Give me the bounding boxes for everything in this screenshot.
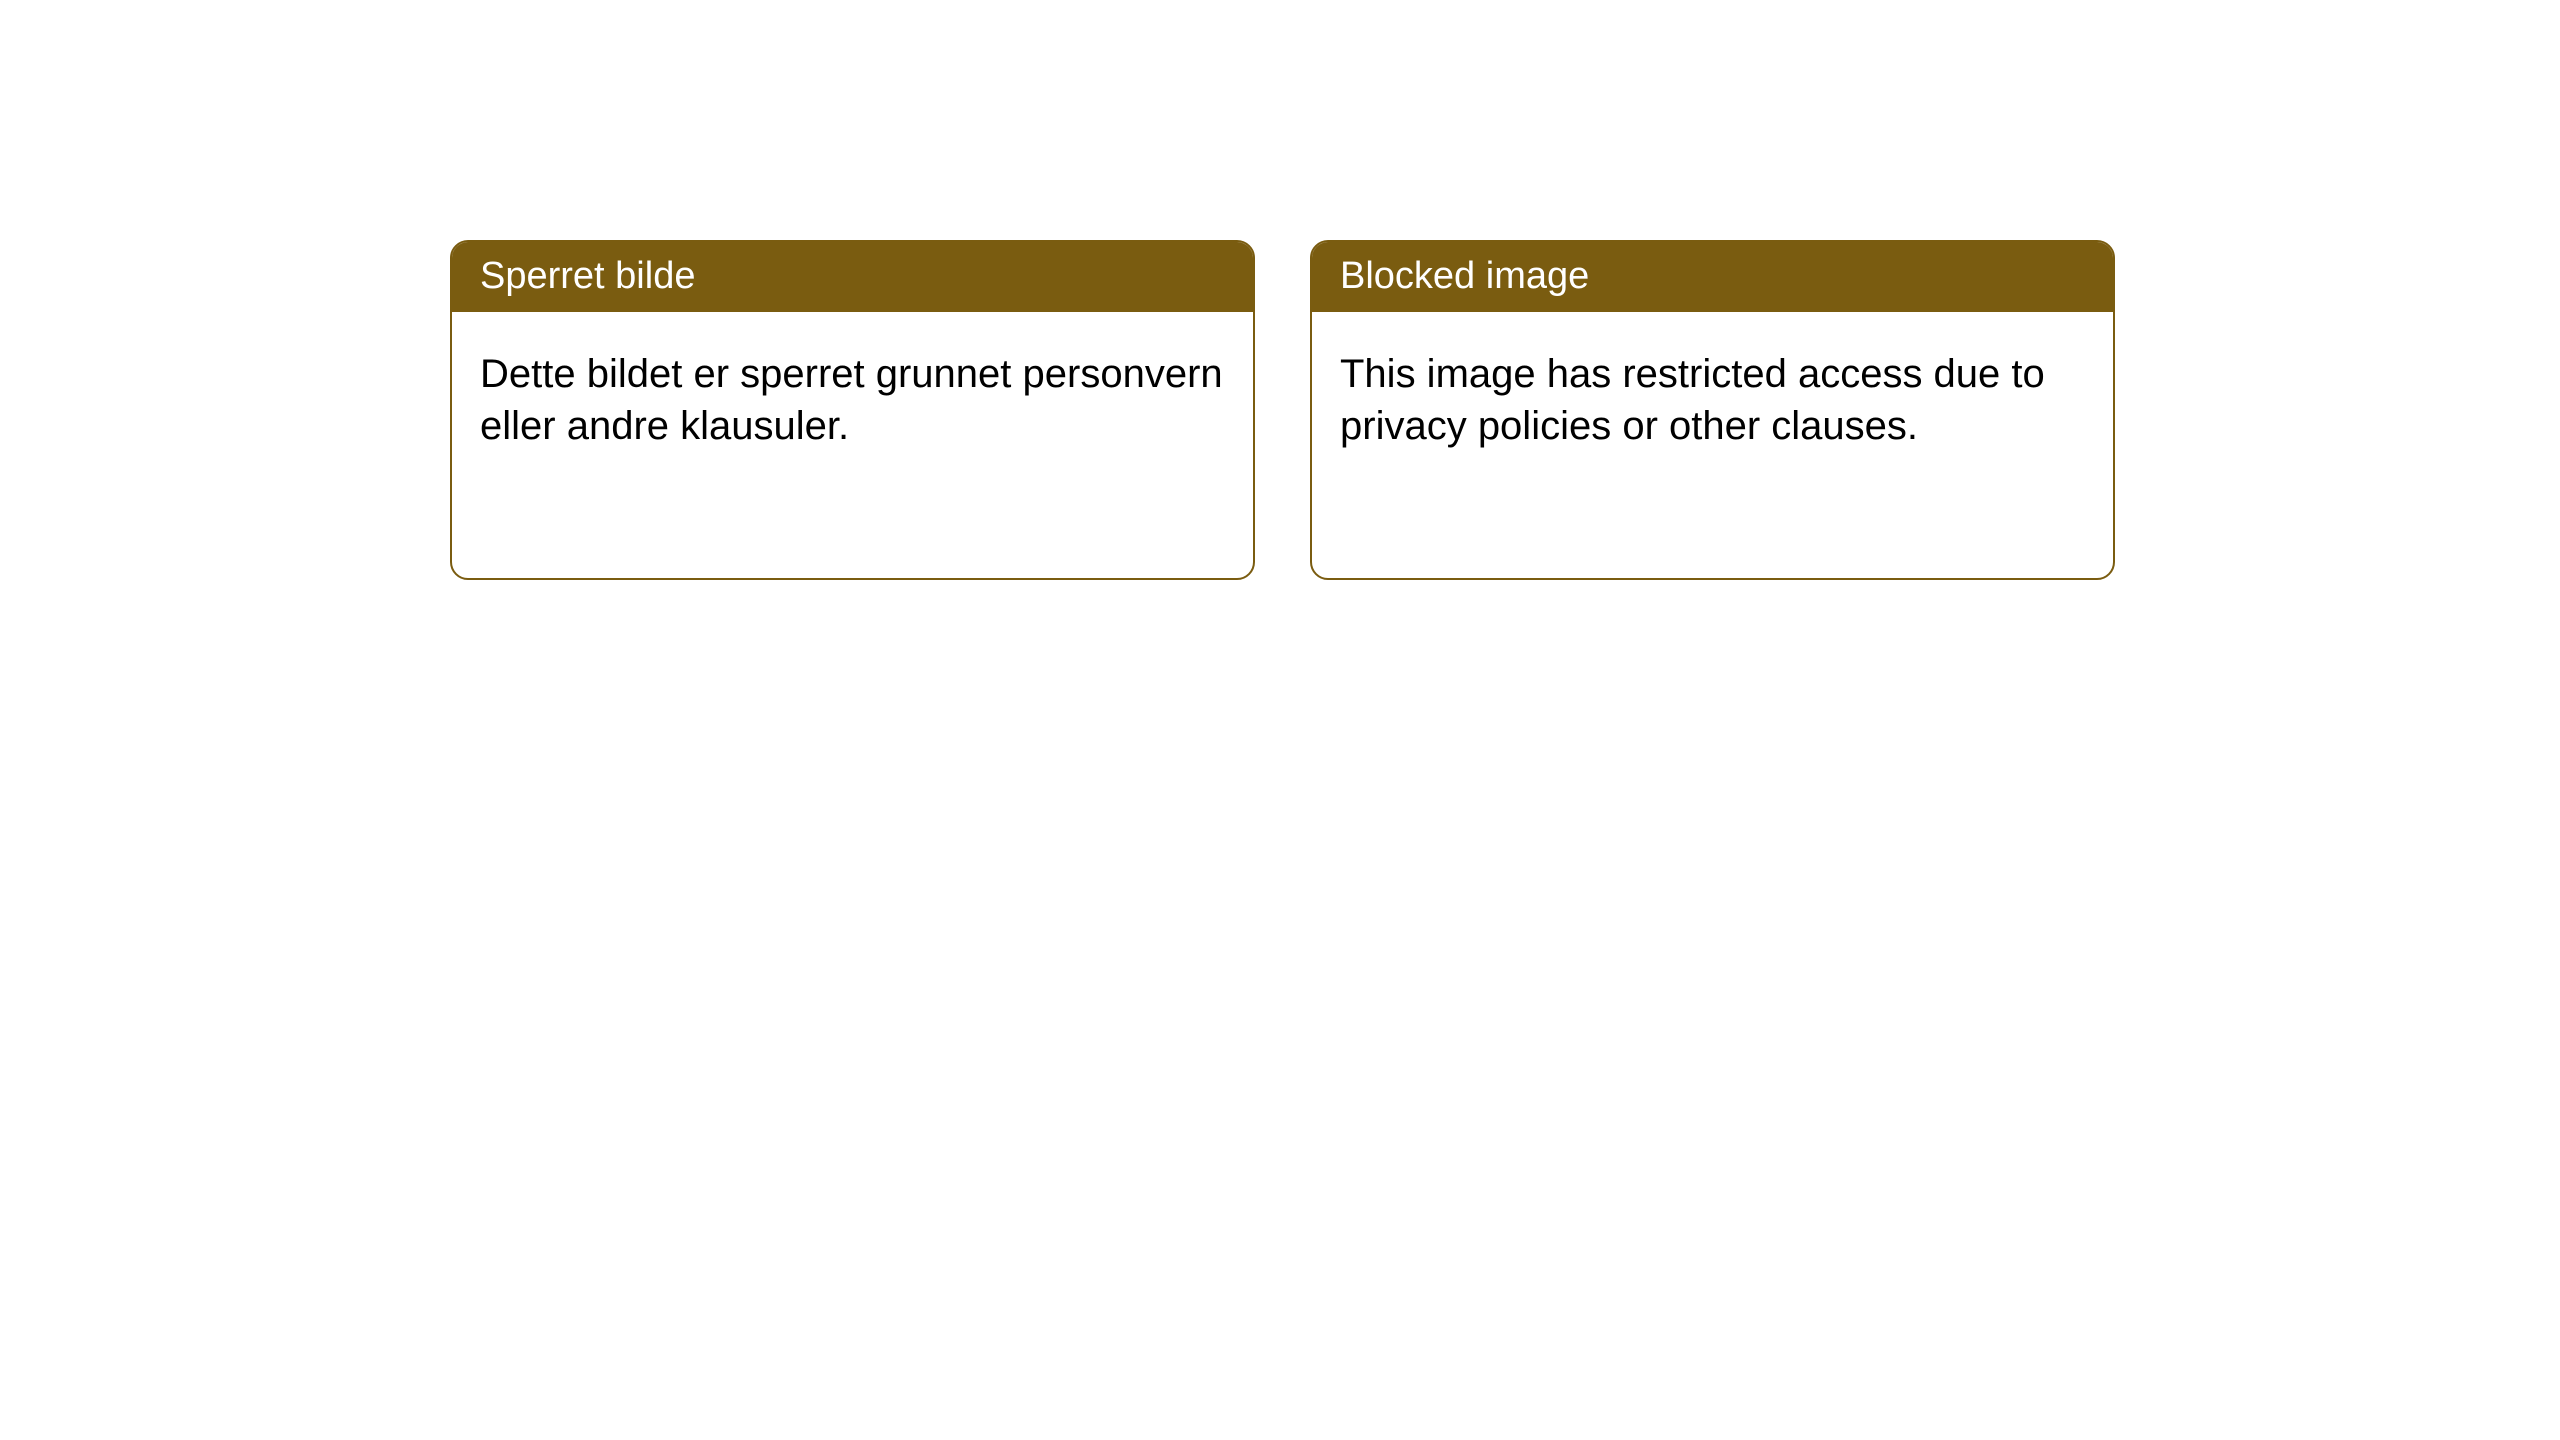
card-title: Sperret bilde (452, 242, 1253, 312)
card-title: Blocked image (1312, 242, 2113, 312)
notice-card-english: Blocked image This image has restricted … (1310, 240, 2115, 580)
card-body: This image has restricted access due to … (1312, 312, 2113, 488)
card-body: Dette bildet er sperret grunnet personve… (452, 312, 1253, 488)
notice-card-norwegian: Sperret bilde Dette bildet er sperret gr… (450, 240, 1255, 580)
notice-cards-container: Sperret bilde Dette bildet er sperret gr… (0, 0, 2560, 580)
